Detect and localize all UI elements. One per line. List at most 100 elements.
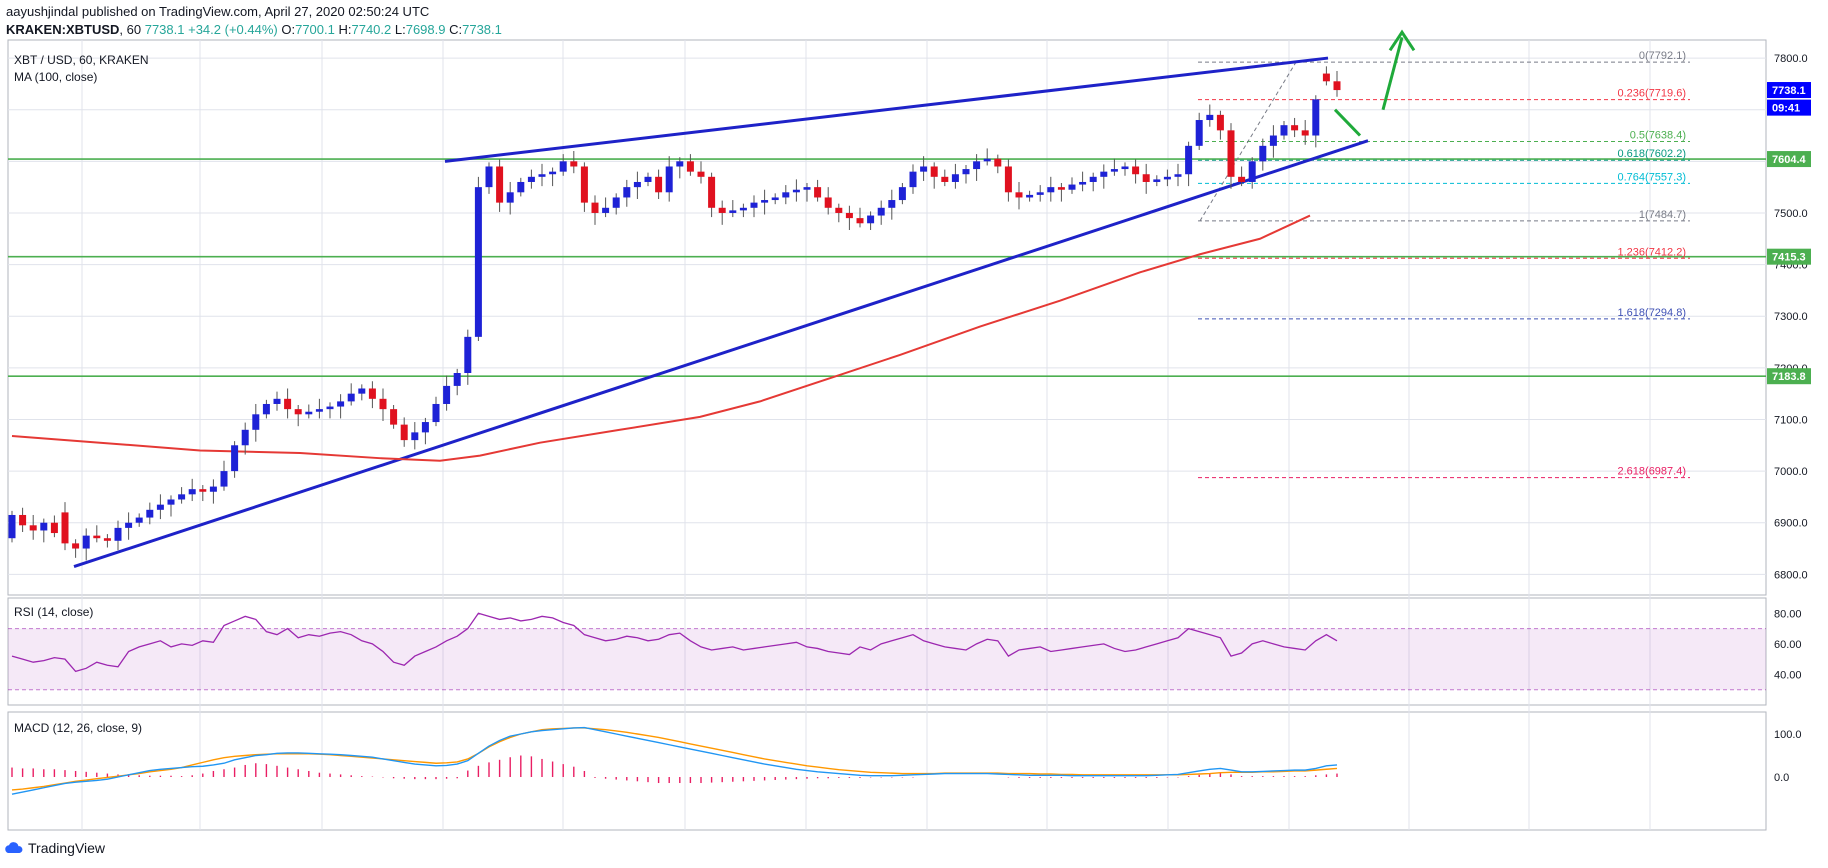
time-tick-label: 12:00 [1154, 839, 1182, 840]
price-badge [1767, 368, 1811, 385]
candle-body [1100, 171, 1108, 177]
candle-body [909, 171, 917, 188]
ascending-support-trendline [73, 139, 1369, 569]
trendlines[interactable] [73, 56, 1369, 569]
candle-body [1185, 145, 1193, 175]
candle-body [103, 538, 111, 541]
price-badge-label: 7183.8 [1772, 371, 1806, 383]
candle-body [50, 522, 58, 534]
time-axis[interactable]: 22 12:00 23 12:00 24 12:00 25 12:00 26 12:00 27 12:… [76, 839, 1664, 840]
chart-title: XBT / USD, 60, KRAKEN [14, 53, 149, 67]
candle-body [517, 181, 525, 193]
candle-body [82, 535, 90, 549]
candle-body [1322, 73, 1330, 82]
candle-body [1089, 176, 1097, 182]
price-badge-label: 7604.4 [1772, 154, 1807, 166]
time-tick-label: 12:00 [186, 839, 214, 840]
candle-body [824, 197, 832, 208]
trading-chart[interactable]: 0(7792.1) 0.236(7719.6) 0.5(7638.4) 0.618(7… [0, 0, 1828, 840]
candle-body [814, 187, 822, 198]
candle-body [941, 176, 949, 182]
pane-labels: XBT / USD, 60, KRAKEN MA (100, close) RSI … [14, 53, 149, 735]
macd-pane: 0.0 100.0 [11, 726, 1802, 795]
candle-body [305, 411, 313, 415]
candle-body [421, 422, 429, 433]
fib-level-label: 1.618(7294.8) [1618, 307, 1687, 319]
candle-body [1216, 114, 1224, 131]
price-tick-label: 6800.0 [1774, 569, 1808, 581]
candle-body [1110, 169, 1118, 172]
high-label: H: [338, 22, 352, 37]
candle-body [61, 512, 69, 544]
brand-name: TradingView [28, 840, 106, 856]
candle-body [368, 388, 376, 399]
fib-level-label: 0(7792.1) [1639, 50, 1686, 62]
candle-body [1174, 174, 1182, 177]
dip-arrow [1333, 108, 1362, 137]
time-tick-label: 12:00 [671, 839, 699, 840]
up-arrow-shaft [1381, 37, 1404, 111]
price-tick-label: 7800.0 [1774, 53, 1808, 65]
candle-body [252, 414, 260, 430]
price-tick-label: 7000.0 [1774, 466, 1808, 478]
price-badge-label: 7415.3 [1772, 252, 1806, 264]
time-tick-label: 24 [557, 839, 569, 840]
candle-body [485, 166, 493, 188]
tradingview-logo[interactable]: TradingView [4, 840, 105, 856]
candle-body [920, 166, 928, 172]
publish-info: published on TradingView.com, April 27, … [81, 4, 430, 19]
candle-body [347, 393, 355, 402]
time-tick-label: 28 [1523, 839, 1535, 840]
candle-body [1291, 125, 1299, 131]
candle-body [549, 171, 557, 175]
candle-body [729, 210, 737, 213]
rsi-tick-label: 60.00 [1774, 639, 1802, 651]
open-value: 7700.1 [295, 22, 335, 37]
time-tick-label: 12:00 [429, 839, 457, 840]
candle-body [390, 409, 398, 425]
rsi-line [11, 612, 1338, 673]
candle-body [580, 166, 588, 203]
fib-level-label: 1(7484.7) [1639, 209, 1686, 221]
candle-body [1206, 114, 1214, 121]
last-price: 7738.1 [144, 22, 185, 37]
time-tick-label: 27 [1283, 839, 1295, 840]
price-tick-label: 7500.0 [1774, 208, 1808, 220]
candle-body [867, 215, 875, 224]
price-badge [1767, 248, 1811, 265]
candle-body [559, 161, 567, 172]
low-value: 7698.9 [405, 22, 446, 37]
candle-body [761, 200, 769, 203]
price-tick-label: 7100.0 [1774, 414, 1808, 426]
open-label: O: [281, 22, 296, 37]
candle-body [1248, 161, 1256, 182]
fib-level-label: 2.618(6987.4) [1618, 466, 1687, 478]
candle-body [262, 403, 270, 415]
time-tick-label: 25 [800, 839, 812, 840]
price-axis[interactable]: 6800.06900.07000.07100.07200.07300.07400… [1767, 53, 1811, 581]
projection-arrows[interactable] [1333, 29, 1416, 137]
candle-body [1047, 187, 1055, 193]
time-tick-label: 22 [76, 839, 88, 840]
candle-body [697, 171, 705, 177]
candle-body [676, 161, 684, 167]
time-tick-label: 12:00 [1395, 839, 1423, 840]
interval: 60 [126, 22, 142, 37]
fib-level-label: 0.764(7557.3) [1618, 171, 1687, 183]
fib-level-label: 0.618(7602.2) [1618, 148, 1687, 160]
candle-body [114, 527, 122, 541]
candle-body [665, 166, 673, 193]
candle-body [411, 432, 419, 441]
fibonacci-retracement[interactable]: 0(7792.1) 0.236(7719.6) 0.5(7638.4) 0.618(7… [1198, 50, 1690, 479]
grid [7, 39, 1767, 831]
candle-body [220, 471, 228, 487]
candle-body [782, 192, 790, 198]
candle-body [29, 525, 37, 531]
candle-body [708, 176, 716, 208]
candle-body [771, 197, 779, 201]
candle-body [962, 169, 970, 175]
candle-body [294, 409, 302, 415]
candle-body [72, 543, 80, 549]
fib-level-label: 0.236(7719.6) [1618, 88, 1687, 100]
candle-body [209, 486, 217, 492]
